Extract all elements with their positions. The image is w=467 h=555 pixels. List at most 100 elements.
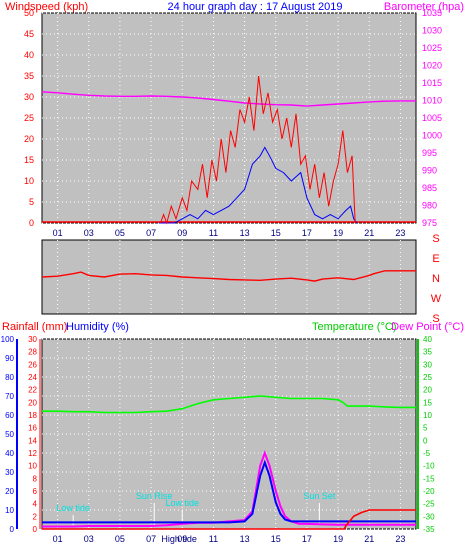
windspeed-tick-label: 20 [24, 134, 34, 144]
x-tick-label: 13 [240, 228, 250, 238]
humidity-tick-label: 0 [10, 525, 15, 534]
barometer-tick-label: 1025 [422, 43, 442, 53]
direction-label: E [432, 253, 439, 265]
x-tick-label: 11 [209, 228, 218, 238]
rainfall-tick-label: 10 [28, 462, 37, 471]
x-tick-label: 07 [146, 228, 156, 238]
x-tick-label: 23 [395, 228, 405, 238]
rainfall-tick-label: 2 [33, 512, 38, 521]
windspeed-tick-labels: 0 5 10 15 20 25 30 35 40 45 50 [24, 8, 34, 228]
rainfall-tick-label: 0 [33, 525, 38, 534]
temperature-line [42, 395, 416, 414]
windspeed-tick-label: 5 [29, 197, 34, 207]
windspeed-tick-label: 0 [29, 218, 34, 228]
direction-label: W [431, 293, 442, 305]
windspeed-tick-label: 35 [24, 71, 34, 81]
rainfall-tick-label: 6 [33, 487, 38, 496]
direction-series [41, 270, 416, 282]
windspeed-tick-label: 45 [24, 29, 34, 39]
barometer-tick-label: 1035 [422, 8, 442, 18]
temperature-tick-label: 30 [423, 360, 432, 369]
x-tick-label: 15 [271, 228, 281, 238]
humidity-tick-label: 50 [5, 430, 14, 439]
rainfall-tick-label: 4 [33, 500, 38, 509]
wind-x-tick-labels: 01 03 05 07 09 11 13 15 17 19 21 23 [53, 228, 406, 238]
rainfall-tick-label: 28 [28, 348, 37, 357]
x-tick-label: 19 [333, 228, 343, 238]
x-tick-label: 09 [177, 534, 187, 544]
x-tick-label: 05 [115, 228, 125, 238]
temperature-tick-label: 25 [423, 373, 432, 382]
temp-plot-area [41, 338, 417, 530]
rainfall-tick-label: 24 [28, 373, 37, 382]
windspeed-tick-label: 30 [24, 92, 34, 102]
barometer-tick-label: 995 [422, 148, 437, 158]
windspeed-tick-label: 10 [24, 176, 34, 186]
barometer-tick-labels: 975 980 985 990 995 1000 1005 1010 1015 1020 1025 1… [422, 8, 442, 228]
temperature-tick-label: -20 [423, 487, 435, 496]
rainfall-tick-label: 26 [28, 360, 37, 369]
temperature-tick-label: 40 [423, 335, 432, 344]
x-tick-label: 03 [84, 534, 94, 544]
barometer-tick-label: 980 [422, 201, 437, 211]
chart-title: 24 hour graph day : 17 August 2019 [168, 1, 343, 13]
temperature-tick-label: -15 [423, 474, 435, 483]
rainfall-tick-label: 18 [28, 411, 37, 420]
gust-line [158, 146, 358, 224]
temperature-axis-title: Temperature (°C) [312, 321, 396, 333]
temperature-tick-labels: -35 -30 -25 -20 -15 -10 -5 0 5 10 15 20 25 30 35 40 [423, 335, 435, 534]
barometer-tick-label: 990 [422, 166, 437, 176]
x-tick-label: 07 [146, 534, 156, 544]
rainfall-axis-title: Rainfall (mm) [2, 321, 67, 333]
direction-label: S [432, 233, 439, 245]
wind-series [41, 75, 416, 225]
humidity-tick-label: 30 [5, 468, 14, 477]
dewpoint-axis-title: Dew Point (°C) [391, 321, 464, 333]
x-tick-label: 17 [302, 534, 312, 544]
direction-label: N [432, 273, 440, 285]
x-tick-label: 21 [364, 228, 374, 238]
humidity-tick-label: 90 [5, 354, 14, 363]
barometer-tick-label: 1005 [422, 113, 442, 123]
barometer-tick-label: 1030 [422, 26, 442, 36]
annotation-label: Sun Set [303, 491, 336, 501]
barometer-tick-label: 1015 [422, 78, 442, 88]
rainfall-tick-label: 22 [28, 386, 37, 395]
rainfall-tick-label: 30 [28, 335, 37, 344]
barometer-tick-label: 985 [422, 183, 437, 193]
windspeed-tick-label: 40 [24, 50, 34, 60]
rainfall-tick-label: 8 [33, 474, 38, 483]
x-tick-label: 13 [240, 534, 250, 544]
x-tick-label: 01 [53, 534, 63, 544]
temperature-tick-label: -25 [423, 500, 435, 509]
x-tick-label: 01 [53, 228, 63, 238]
dewpoint-line [42, 450, 416, 528]
windspeed-tick-label: 15 [24, 155, 34, 165]
temperature-tick-label: -5 [423, 449, 431, 458]
temperature-tick-label: 10 [423, 411, 432, 420]
temp-x-tick-labels: 01 03 05 07 09 11 13 15 17 19 21 23 [53, 534, 406, 544]
direction-line [41, 270, 416, 282]
windspeed-axis-title: Windspeed (kph) [5, 1, 88, 13]
humidity-tick-labels: 0 10 20 30 40 50 60 70 80 90 100 [1, 335, 15, 534]
humidity-tick-label: 60 [5, 411, 14, 420]
x-tick-label: 03 [84, 228, 94, 238]
rainfall-line [42, 509, 416, 530]
barometer-line [41, 91, 416, 107]
barometer-tick-label: 1020 [422, 61, 442, 71]
humidity-tick-label: 70 [5, 392, 14, 401]
x-tick-label: 21 [364, 534, 374, 544]
x-tick-label: 19 [333, 534, 343, 544]
temp-series [42, 395, 416, 530]
temperature-tick-label: -30 [423, 512, 435, 521]
humidity-axis-title: Humidity (%) [66, 321, 129, 333]
rainfall-tick-label: 12 [28, 449, 37, 458]
humidity-tick-label: 100 [1, 335, 15, 344]
annotation-label: Low tide [56, 503, 90, 513]
temperature-tick-label: 5 [423, 424, 428, 433]
temperature-tick-label: 0 [423, 436, 428, 445]
humidity-tick-label: 40 [5, 449, 14, 458]
temperature-tick-label: 20 [423, 386, 432, 395]
